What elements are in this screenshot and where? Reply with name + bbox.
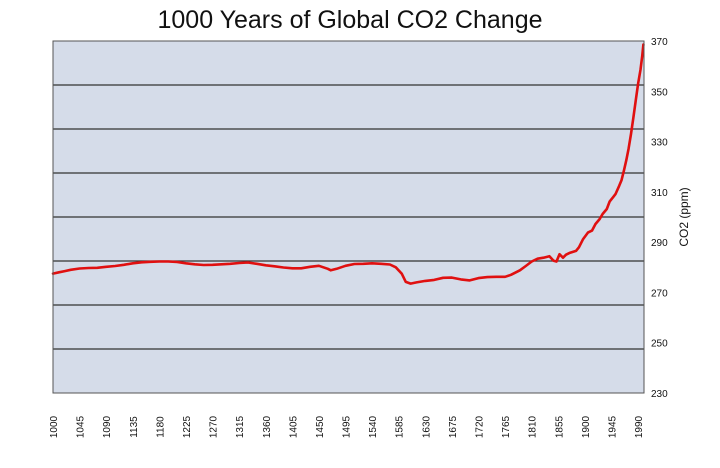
y-tick-label: 250 [651,339,668,350]
plot-frame [52,40,645,394]
x-tick-label: 1540 [368,415,379,438]
y-tick-label: 330 [651,138,668,149]
x-tick-label: 1405 [288,415,299,438]
y-tick-label: 290 [651,238,668,249]
chart-title: 1000 Years of Global CO2 Change [157,6,543,34]
x-tick-label: 1450 [315,415,326,438]
co2-series-line [51,43,645,285]
x-tick-label: 1270 [209,415,220,438]
y-tick-label: 270 [651,288,668,299]
x-tick-label: 1810 [528,415,539,438]
x-tick-label: 1990 [634,415,645,438]
y-axis-label: CO2 (ppm) [677,187,691,246]
x-tick-label: 1000 [49,415,60,438]
x-tick-label: 1090 [102,415,113,438]
x-tick-label: 1045 [76,415,87,438]
y-axis-ticks: 370 350 330 310 290 270 250 230 [651,37,668,400]
y-tick-label: 230 [651,389,668,400]
x-tick-label: 1360 [262,415,273,438]
y-tick-label: 370 [651,37,668,48]
x-tick-label: 1900 [581,415,592,438]
x-tick-label: 1225 [182,415,193,438]
x-tick-label: 1315 [235,415,246,438]
x-tick-label: 1585 [395,415,406,438]
x-tick-label: 1855 [554,415,565,438]
x-tick-label: 1675 [448,415,459,438]
x-tick-label: 1495 [342,415,353,438]
x-tick-label: 1720 [475,415,486,438]
y-tick-label: 310 [651,188,668,199]
x-tick-label: 1135 [129,416,140,438]
x-tick-label: 1630 [421,415,432,438]
x-axis-ticks: 1000 1045 1090 1135 1180 1225 1270 1315 1360 1405… [49,415,645,438]
y-tick-label: 350 [651,87,668,98]
x-tick-label: 1765 [501,415,512,438]
x-tick-label: 1180 [155,416,166,438]
x-tick-label: 1945 [607,415,618,438]
